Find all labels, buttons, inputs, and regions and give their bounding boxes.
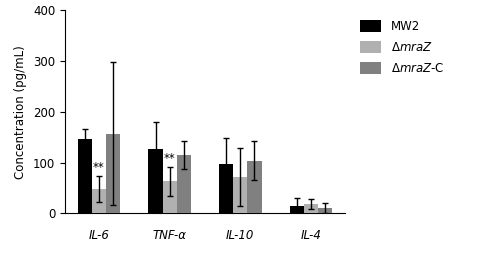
Text: TNF-α: TNF-α xyxy=(152,229,186,242)
Text: IL-4: IL-4 xyxy=(300,229,322,242)
Bar xyxy=(219,164,234,213)
Bar xyxy=(92,189,106,213)
Bar xyxy=(162,181,176,213)
Bar xyxy=(176,155,191,213)
Text: **: ** xyxy=(93,161,105,174)
Text: **: ** xyxy=(164,152,175,165)
Bar xyxy=(234,177,247,213)
Bar xyxy=(290,206,304,213)
Text: IL-6: IL-6 xyxy=(88,229,110,242)
Text: IL-10: IL-10 xyxy=(226,229,254,242)
Bar xyxy=(248,161,262,213)
Bar xyxy=(318,208,332,213)
Legend: MW2, Δ$mraZ$, Δ$mraZ$-C: MW2, Δ$mraZ$, Δ$mraZ$-C xyxy=(356,16,448,79)
Bar xyxy=(148,149,162,213)
Bar xyxy=(106,134,120,213)
Bar xyxy=(304,204,318,213)
Bar xyxy=(78,139,92,213)
Y-axis label: Concentration (pg/mL): Concentration (pg/mL) xyxy=(14,45,28,179)
